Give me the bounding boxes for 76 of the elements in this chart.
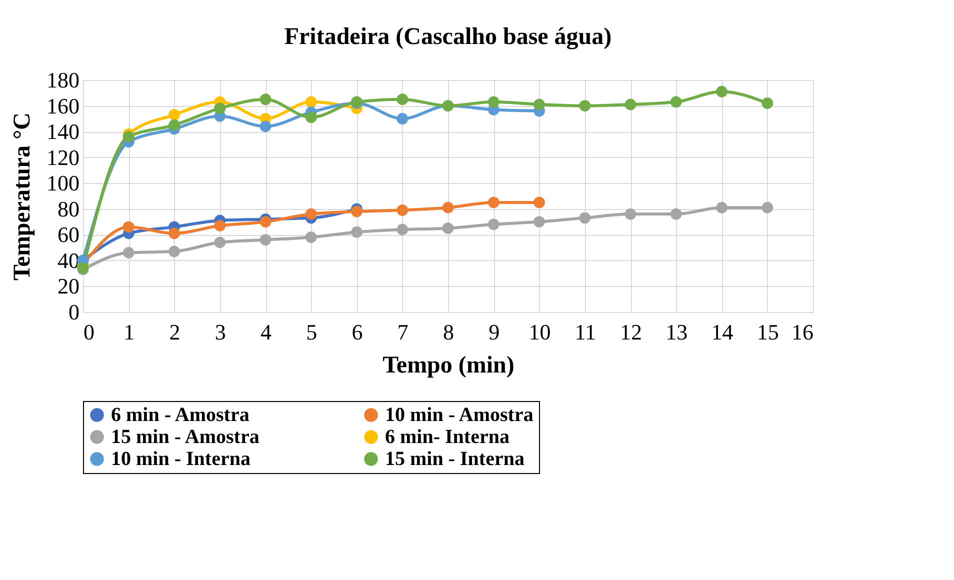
point (168, 246, 180, 258)
y-tick-label: 160 (46, 93, 80, 118)
point (168, 228, 180, 240)
x-tick-label: 7 (397, 320, 408, 344)
point (442, 202, 454, 214)
point (579, 212, 591, 224)
point (122, 221, 134, 233)
y-tick-label: 0 (68, 300, 80, 324)
x-tick-label: 15 (756, 320, 779, 344)
point (214, 102, 226, 114)
point (534, 196, 545, 208)
point (305, 112, 317, 124)
x-tick-label: 14 (711, 320, 734, 344)
point (488, 96, 500, 108)
point (305, 96, 317, 108)
point (396, 204, 408, 216)
point (579, 100, 591, 112)
x-tick-label: 10 (528, 320, 551, 344)
point (442, 222, 454, 234)
x-tick-label: 11 (574, 320, 596, 344)
chart-title: Fritadeira (Cascalho base água) (284, 24, 612, 50)
point (260, 120, 272, 132)
point (122, 247, 134, 258)
point (214, 236, 226, 248)
point (488, 196, 500, 208)
point (351, 226, 362, 238)
legend-label: 10 min - Amostra (385, 404, 534, 426)
x-tick-label: 1 (124, 320, 135, 344)
point (122, 131, 134, 142)
y-tick-label: 100 (46, 170, 80, 196)
point (168, 119, 180, 131)
y-tick-label: 80 (58, 196, 80, 222)
point (762, 98, 774, 109)
y-tick-label: 140 (46, 119, 80, 144)
x-tick-label: 8 (443, 320, 454, 344)
point (534, 216, 545, 228)
point (305, 208, 317, 220)
y-tick-label: 180 (46, 68, 80, 92)
x-tick-label: 16 (792, 320, 814, 344)
x-tick-label: 9 (488, 320, 500, 344)
x-tick-label: 6 (352, 320, 363, 344)
point (260, 216, 272, 228)
legend-label: 15 min - Amostra (111, 426, 260, 448)
point (168, 109, 180, 120)
point (351, 206, 362, 218)
x-tick-label: 5 (306, 320, 318, 344)
point (214, 220, 226, 232)
point (488, 218, 500, 230)
x-tick-label: 13 (666, 320, 688, 344)
legend-label: 6 min - Amostra (111, 404, 250, 426)
y-tick-label: 120 (46, 144, 80, 170)
point (716, 86, 728, 98)
point (305, 232, 317, 243)
y-tick-label: 60 (58, 222, 80, 248)
y-axis-title: Temperatura °C (10, 112, 36, 281)
x-tick-label: 3 (214, 320, 226, 344)
x-axis-title: Tempo (min) (382, 352, 514, 378)
point (534, 98, 545, 110)
legend-label: 6 min- Interna (385, 426, 510, 448)
point (716, 202, 728, 214)
point (260, 234, 272, 246)
point (396, 224, 408, 236)
point (670, 96, 682, 108)
point (396, 112, 408, 124)
legend-label: 15 min - Interna (385, 448, 524, 470)
point (624, 98, 636, 110)
x-tick-label: 2 (169, 320, 180, 344)
point (260, 94, 272, 106)
point (396, 94, 408, 106)
x-tick-label: 4 (260, 320, 272, 344)
point (624, 208, 636, 220)
legend-label: 10 min - Interna (111, 448, 250, 470)
x-tick-label: 12 (620, 320, 642, 344)
y-tick-label: 20 (58, 274, 80, 299)
point (762, 202, 774, 214)
point (670, 208, 682, 220)
